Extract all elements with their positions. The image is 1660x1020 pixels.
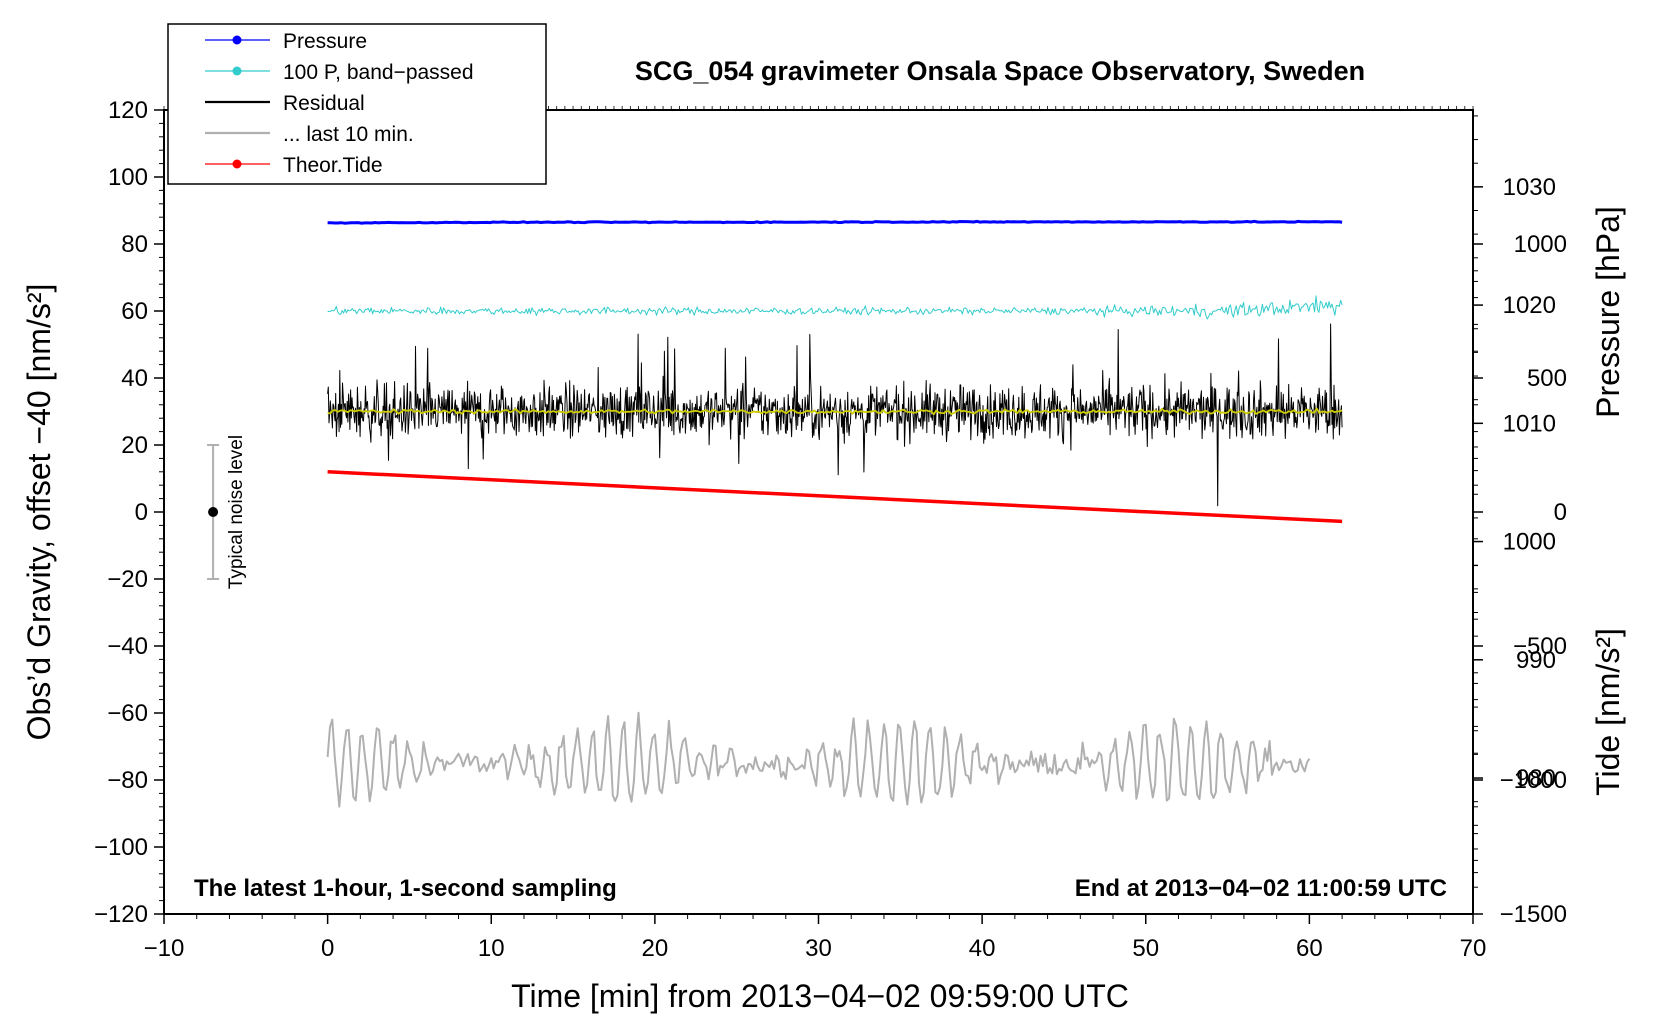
series-theoretical-tide (327, 470, 1343, 524)
legend-item-pressure: Pressure (205, 30, 367, 53)
y-tick-label: −80 (107, 767, 148, 794)
tide-tick-label: −1000 (1500, 767, 1567, 794)
pressure-tick-label: 1020 (1503, 292, 1556, 319)
y-tick-label: −60 (107, 700, 148, 727)
pressure-tick-label: 1030 (1503, 174, 1556, 201)
legend-item-tide: Theor.Tide (205, 154, 383, 177)
y-tick-label: −20 (107, 566, 148, 593)
noise-level-bar: Typical noise level (207, 435, 247, 589)
tide-axis-label: Tide [nm/s²] (1590, 628, 1626, 796)
y-tick-label: 60 (121, 298, 148, 325)
legend-label-residual: Residual (283, 92, 365, 115)
legend-item-bandpassed: 100 P, band−passed (205, 61, 474, 84)
series-pressure (327, 219, 1343, 225)
pressure-tick-label: 990 (1516, 647, 1556, 674)
pressure-tick-label: 980 (1516, 765, 1556, 792)
y-tick-label: −100 (94, 834, 148, 861)
pressure-tick-label: 1000 (1503, 529, 1556, 556)
legend: Pressure 100 P, band−passed Residual ...… (167, 23, 547, 185)
y-tick-label: 100 (108, 164, 148, 191)
y-tick-label: 120 (108, 97, 148, 124)
series-bandpassed-pressure (327, 295, 1343, 320)
x-tick-label: 40 (969, 935, 996, 962)
y-tick-label: 0 (135, 499, 148, 526)
legend-label-pressure: Pressure (283, 30, 367, 53)
ticks-layer: −10 0 10 20 30 40 50 60 70120100806040200−20−40−… (94, 97, 1567, 962)
legend-item-residual: Residual (205, 92, 365, 115)
tide-tick-label: 1000 (1514, 231, 1567, 258)
pressure-axis-label: Pressure [hPa] (1590, 206, 1626, 418)
y-tick-label: 40 (121, 365, 148, 392)
y-tick-label: −120 (94, 901, 148, 928)
series-residual-smoothed (327, 407, 1343, 416)
plot-frame (163, 109, 1474, 915)
y-tick-label: −40 (107, 633, 148, 660)
tide-tick-label: 0 (1554, 499, 1567, 526)
series-residual (327, 323, 1343, 507)
legend-label-tide: Theor.Tide (283, 154, 383, 177)
pressure-tick-label: 1010 (1503, 410, 1556, 437)
x-tick-label: 60 (1296, 935, 1323, 962)
x-tick-label: 50 (1132, 935, 1159, 962)
chart-title: SCG_054 gravimeter Onsala Space Observat… (635, 56, 1365, 86)
x-tick-label: 30 (805, 935, 832, 962)
tide-tick-label: −500 (1513, 633, 1567, 660)
legend-marker-bandpassed (232, 66, 242, 76)
annotation-sampling: The latest 1-hour, 1-second sampling (194, 875, 617, 902)
annotation-end-time: End at 2013−04−02 11:00:59 UTC (1075, 875, 1447, 902)
legend-item-last10: ... last 10 min. (205, 123, 414, 146)
legend-label-bandpassed: 100 P, band−passed (283, 61, 474, 84)
legend-label-last10: ... last 10 min. (283, 123, 414, 146)
y-axis-label: Obs’d Gravity, offset −40 [nm/s²] (21, 284, 57, 741)
noise-bar-dot (208, 507, 219, 517)
x-axis-label: Time [min] from 2013−04−02 09:59:00 UTC (511, 978, 1129, 1014)
tide-tick-label: −1500 (1500, 901, 1567, 928)
x-tick-label: 0 (321, 935, 334, 962)
y-tick-label: 20 (121, 432, 148, 459)
series-layer (326, 219, 1343, 808)
legend-marker-pressure (232, 35, 242, 45)
noise-bar-label: Typical noise level (226, 435, 247, 589)
y-tick-label: 80 (121, 231, 148, 258)
x-tick-label: 70 (1460, 935, 1487, 962)
series-last-10-min (326, 711, 1311, 808)
x-tick-label: −10 (144, 935, 185, 962)
legend-marker-tide (232, 159, 242, 169)
x-tick-label: 10 (478, 935, 505, 962)
legend-box (167, 23, 547, 185)
tide-tick-label: 500 (1527, 365, 1567, 392)
x-tick-label: 20 (642, 935, 669, 962)
